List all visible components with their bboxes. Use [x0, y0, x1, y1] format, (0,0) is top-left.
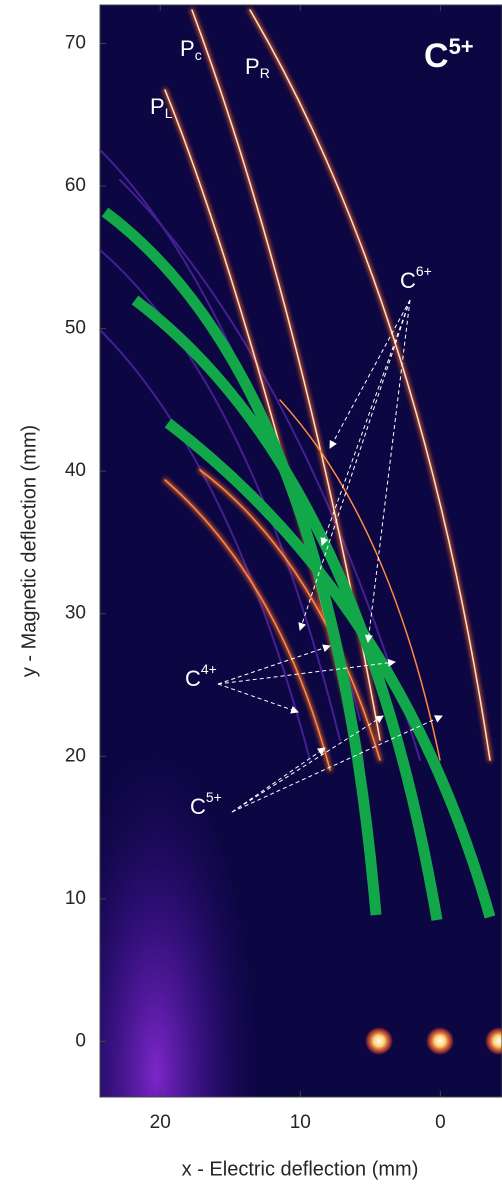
y-tick-label: 60: [65, 175, 86, 196]
y-tick-label: 10: [65, 888, 86, 909]
chart-title-sup: 5+: [449, 34, 474, 59]
chart: 0 10 20 30 40 50 60 70 20 10 0 x - Electric deflect…: [0, 0, 502, 1190]
y-axis-label: y - Magnetic deflection (mm): [18, 425, 40, 677]
annotation-text: C: [185, 666, 201, 691]
y-tick-label: 0: [75, 1030, 86, 1051]
annotation-sup: 4+: [201, 661, 217, 677]
annotation-text: C: [190, 794, 206, 819]
annotation-text: P: [180, 36, 195, 61]
x-tick-label: 20: [150, 1112, 171, 1133]
x-tick-label: 10: [290, 1112, 311, 1133]
y-tick-label: 50: [65, 318, 86, 339]
x-tick-label: 0: [435, 1112, 446, 1133]
x-axis-label: x - Electric deflection (mm): [182, 1158, 419, 1180]
y-tick-label: 30: [65, 603, 86, 624]
annotation-sub: c: [195, 47, 202, 63]
annotation-sup: 6+: [416, 263, 432, 279]
plot-area: [100, 5, 502, 1097]
y-tick-label: 40: [65, 460, 86, 481]
chart-title-text: C: [424, 37, 449, 75]
annotation-sub: R: [260, 65, 270, 81]
page: {"chart_data": {"type": "image", "xlabel…: [0, 0, 502, 1190]
annotation-sub: L: [165, 105, 173, 121]
y-tick-label: 20: [65, 745, 86, 766]
annotation-sup: 5+: [206, 789, 222, 805]
annotation-text: P: [245, 54, 260, 79]
y-tick-label: 70: [65, 33, 86, 54]
annotation-text: P: [150, 94, 165, 119]
annotation-text: C: [400, 268, 416, 293]
